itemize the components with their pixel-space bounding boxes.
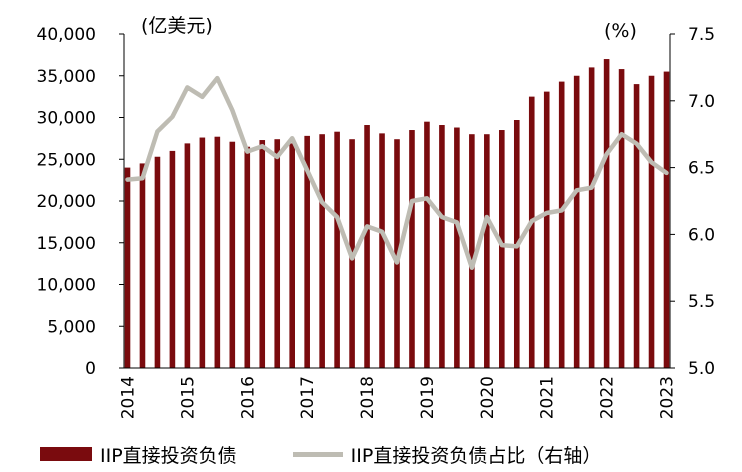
bar: [618, 69, 625, 368]
bar: [528, 96, 535, 368]
left-tick-label: 30,000: [37, 109, 96, 129]
right-axis: 5.0 5.5 6.0 6.5 7.0 7.5: [670, 25, 715, 379]
x-tick-label: 2022: [598, 376, 618, 419]
x-tick-label: 2018: [358, 376, 378, 419]
x-tick-label: 2015: [178, 376, 198, 419]
bar: [409, 130, 415, 368]
x-axis-labels: 2014 2015 2016 2017 2018 2019 2020 2021 2022 2023: [119, 376, 678, 419]
bar: [259, 140, 266, 368]
chart: (亿美元) (%) 0 5,000 10,000 15,000 20,000 25,000…: [37, 15, 716, 419]
legend-swatch-line: [292, 451, 343, 457]
legend-label-line: IIP直接投资负债占比（右轴）: [350, 444, 602, 467]
right-unit-label: (%): [604, 20, 637, 42]
bar: [184, 143, 191, 368]
axes: [123, 34, 671, 369]
left-axis: 0 5,000 10,000 15,000 20,000 25,000 30,000 35,0…: [37, 25, 124, 379]
left-tick-label: 15,000: [37, 234, 96, 254]
bar: [319, 134, 325, 368]
bar: [648, 75, 655, 368]
bar: [169, 150, 176, 368]
bar-series: [124, 59, 670, 369]
legend-swatch-bar: [40, 447, 92, 461]
bar: [364, 125, 370, 368]
right-tick-label: 6.0: [688, 225, 715, 245]
bar: [139, 163, 146, 368]
left-tick-label: 0: [85, 359, 96, 379]
left-unit-label: (亿美元): [141, 15, 213, 37]
x-tick-label: 2016: [238, 376, 258, 419]
left-tick-label: 35,000: [37, 67, 96, 87]
x-tick-label: 2021: [538, 376, 558, 419]
legend-label-bar: IIP直接投资负债: [100, 444, 237, 467]
bar: [484, 134, 490, 368]
x-tick-label: 2014: [119, 376, 139, 419]
x-tick-label: 2017: [298, 376, 318, 419]
bar: [469, 134, 475, 368]
right-tick-label: 7.5: [688, 25, 715, 45]
left-tick-label: 25,000: [37, 150, 96, 170]
bar: [558, 81, 565, 368]
right-tick-label: 7.0: [688, 92, 715, 112]
bar: [439, 125, 445, 368]
bar: [499, 130, 505, 368]
bar: [244, 146, 251, 368]
bar: [543, 91, 550, 369]
legend: IIP直接投资负债 IIP直接投资负债占比（右轴）: [40, 440, 657, 468]
left-tick-label: 5,000: [47, 317, 96, 337]
bar: [124, 167, 131, 368]
legend-item-bar: IIP直接投资负债: [40, 441, 237, 468]
bar: [633, 84, 640, 368]
left-tick-label: 10,000: [37, 276, 96, 296]
bar: [274, 139, 281, 368]
bar: [663, 71, 670, 368]
bar: [199, 137, 206, 368]
right-tick-label: 6.5: [688, 159, 715, 179]
x-tick-label: 2019: [418, 376, 438, 419]
bar: [154, 156, 161, 368]
right-tick-label: 5.0: [688, 359, 715, 379]
bar: [214, 136, 221, 368]
bar: [379, 133, 385, 368]
bar: [588, 67, 595, 369]
legend-item-line: IIP直接投资负债占比（右轴）: [292, 441, 602, 468]
bar: [304, 135, 310, 368]
bar: [334, 131, 340, 368]
bar: [454, 127, 460, 369]
left-tick-label: 20,000: [37, 192, 96, 212]
bar: [603, 59, 610, 369]
bar: [573, 75, 580, 368]
bar: [229, 141, 236, 368]
line-series: [125, 75, 669, 271]
left-tick-label: 40,000: [37, 25, 96, 45]
bar: [289, 143, 295, 368]
right-tick-label: 5.5: [688, 292, 715, 312]
x-tick-label: 2020: [478, 376, 498, 419]
x-tick-label: 2023: [658, 376, 678, 419]
bar: [424, 121, 430, 368]
